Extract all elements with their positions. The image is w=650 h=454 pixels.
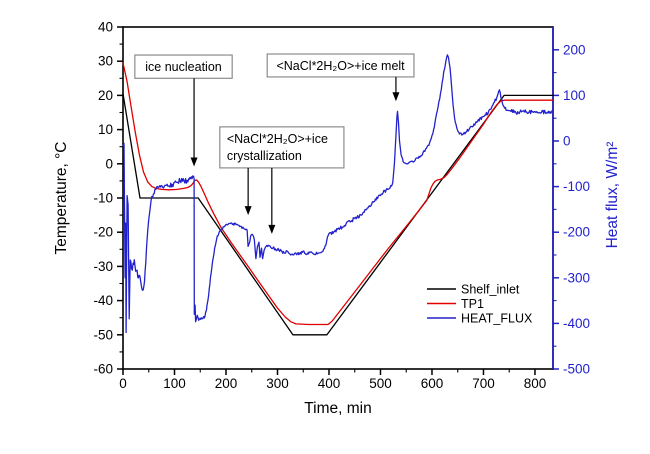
y-right-tick-label: -200 xyxy=(563,225,590,240)
y-left-tick-label: 30 xyxy=(98,54,113,69)
x-tick-labels: 0 100 200 300 400 500 600 700 800 xyxy=(119,376,546,391)
x-tick-label: 200 xyxy=(215,376,238,391)
y-right-axis-title: Heat flux, W/m² xyxy=(604,142,621,249)
y-left-tick-label: 10 xyxy=(98,122,113,137)
y-right-tick-label: 200 xyxy=(563,42,586,57)
y-right-tick-label: 100 xyxy=(563,88,586,103)
y-right-tick-label: -100 xyxy=(563,179,590,194)
annotations: ice nucleation <NaCl*2H₂O>+ice crystalliza… xyxy=(134,53,415,234)
y-left-tick-label: -20 xyxy=(93,225,113,240)
y-left-tick-label: -40 xyxy=(93,293,113,308)
annotation-text: ice nucleation xyxy=(145,60,221,74)
y-left-axis-title: Temperature, °C xyxy=(53,141,70,254)
y-left-tick-label: -50 xyxy=(93,327,113,342)
y-left-tick-label: 20 xyxy=(98,88,113,103)
x-tick-label: 400 xyxy=(318,376,341,391)
y-right-tick-labels: -500 -400 -300 -200 -100 0 100 200 xyxy=(563,42,590,376)
y-left-tick-label: -30 xyxy=(93,259,113,274)
annotation-arrowhead xyxy=(392,92,400,102)
y-left-tick-labels: -60 -50 -40 -30 -20 -10 0 10 20 30 40 xyxy=(93,20,113,377)
annotation-arrowhead xyxy=(190,157,198,167)
annotation-nacl-ice-melt: <NaCl*2H₂O>+ice melt xyxy=(266,53,415,102)
legend-label: TP1 xyxy=(461,297,484,311)
y-right-tick-label: -500 xyxy=(563,362,590,377)
y-left-tick-label: 0 xyxy=(105,156,113,171)
annotation-box xyxy=(266,53,415,78)
legend-entry-tp1: TP1 xyxy=(427,297,484,311)
annotation-text: crystallization xyxy=(227,149,302,163)
x-tick-label: 0 xyxy=(119,376,127,391)
y-right-tick-label: -400 xyxy=(563,316,590,331)
x-tick-label: 700 xyxy=(472,376,495,391)
annotation-ice-nucleation: ice nucleation xyxy=(134,54,233,167)
annotation-nacl-ice-crystallization: <NaCl*2H₂O>+ice crystallization xyxy=(219,126,345,234)
y-left-tick-label: -10 xyxy=(93,191,113,206)
x-tick-label: 600 xyxy=(421,376,444,391)
right-axis-ticks xyxy=(553,49,559,370)
x-tick-label: 100 xyxy=(163,376,186,391)
series-heat-flux xyxy=(122,54,554,334)
y-right-tick-label: -300 xyxy=(563,270,590,285)
series-group xyxy=(122,54,554,336)
x-tick-label: 500 xyxy=(369,376,392,391)
legend-entry-shelf-inlet: Shelf_inlet xyxy=(427,283,520,297)
legend-label: Shelf_inlet xyxy=(461,283,520,297)
y-left-tick-label: -60 xyxy=(93,362,113,377)
annotation-text: <NaCl*2H₂O>+ice xyxy=(227,132,328,146)
annotation-arrowhead xyxy=(268,224,276,234)
x-axis-title: Time, min xyxy=(304,400,371,417)
legend-label: HEAT_FLUX xyxy=(461,312,533,326)
x-tick-label: 300 xyxy=(266,376,289,391)
y-left-tick-label: 40 xyxy=(98,20,113,35)
annotation-arrowhead xyxy=(244,206,252,216)
series-shelf-inlet xyxy=(122,93,554,336)
annotation-text: <NaCl*2H₂O>+ice melt xyxy=(276,59,405,73)
y-right-tick-label: 0 xyxy=(563,134,571,149)
annotation-box xyxy=(134,54,233,79)
annotation-box xyxy=(219,126,345,169)
legend-entry-heat-flux: HEAT_FLUX xyxy=(427,312,533,326)
series-tp1 xyxy=(122,62,554,326)
x-tick-label: 800 xyxy=(524,376,547,391)
